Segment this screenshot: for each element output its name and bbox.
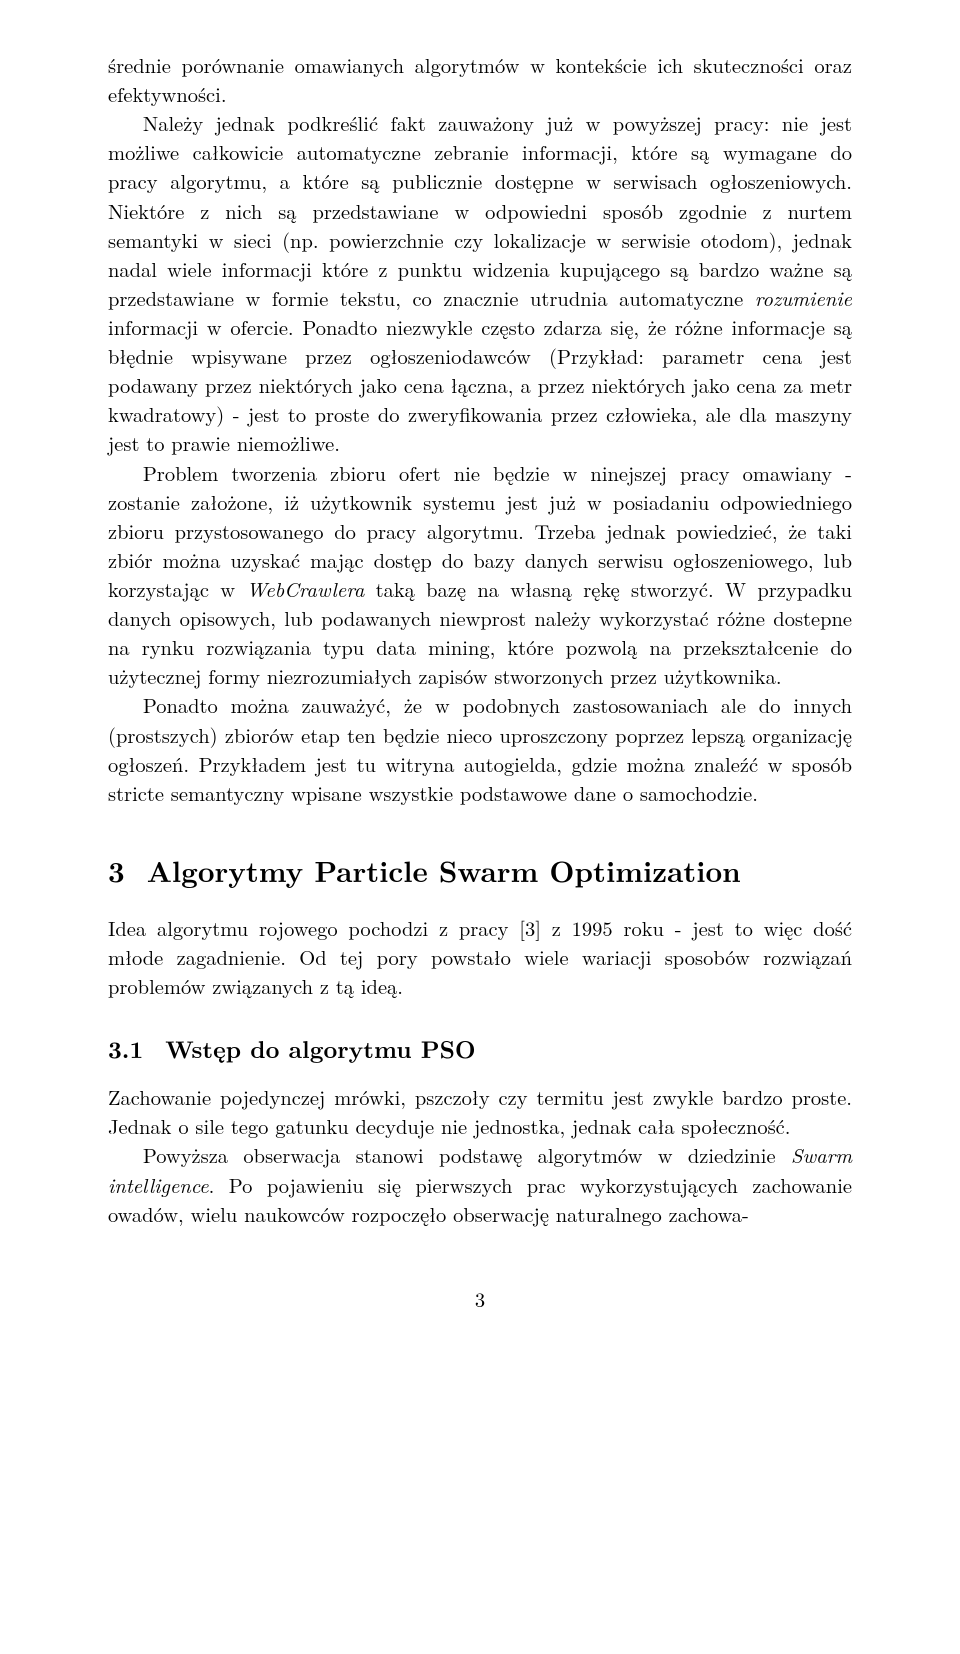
text-span: . Po pojawieniu się pierwszych prac wyko… — [108, 1170, 852, 1228]
subsection-paragraph: Powyższa obserwacja stanowi podstawę alg… — [108, 1140, 852, 1227]
text-span: Należy jednak podkreślić fakt zauważony … — [108, 108, 852, 312]
paragraph-body: Należy jednak podkreślić fakt zauważony … — [108, 108, 852, 457]
section-number: 3 — [108, 849, 125, 891]
italic-term-webcrawlera: WebCrawlera — [246, 574, 364, 603]
page-container: średnie porównanie omawianych algorytmów… — [0, 0, 960, 1654]
text-span: Powyższa obserwacja stanowi podstawę alg… — [143, 1140, 791, 1169]
section-heading: 3 Algorytmy Particle Swarm Optimization — [108, 849, 852, 891]
paragraph-continuation: średnie porównanie omawianych algorytmów… — [108, 50, 852, 108]
subsection-heading: 3.1 Wstęp do algorytmu PSO — [108, 1032, 852, 1066]
subsection-number: 3.1 — [108, 1032, 143, 1066]
subsection-paragraph: Zachowanie pojedynczej mrówki, pszczoły … — [108, 1082, 852, 1140]
section-title: Algorytmy Particle Swarm Optimization — [147, 849, 741, 891]
page-number: 3 — [108, 1284, 852, 1313]
italic-term-rozumienie: rozumienie — [755, 283, 852, 312]
subsection-title: Wstęp do algorytmu PSO — [165, 1032, 475, 1066]
text-span: informacji w ofercie. Ponadto niezwykle … — [108, 312, 852, 457]
paragraph-body: Problem tworzenia zbioru ofert nie będzi… — [108, 458, 852, 691]
paragraph-body: Ponadto można zauważyć, że w podobnych z… — [108, 690, 852, 806]
section-intro-paragraph: Idea algorytmu rojowego pochodzi z pracy… — [108, 913, 852, 1000]
